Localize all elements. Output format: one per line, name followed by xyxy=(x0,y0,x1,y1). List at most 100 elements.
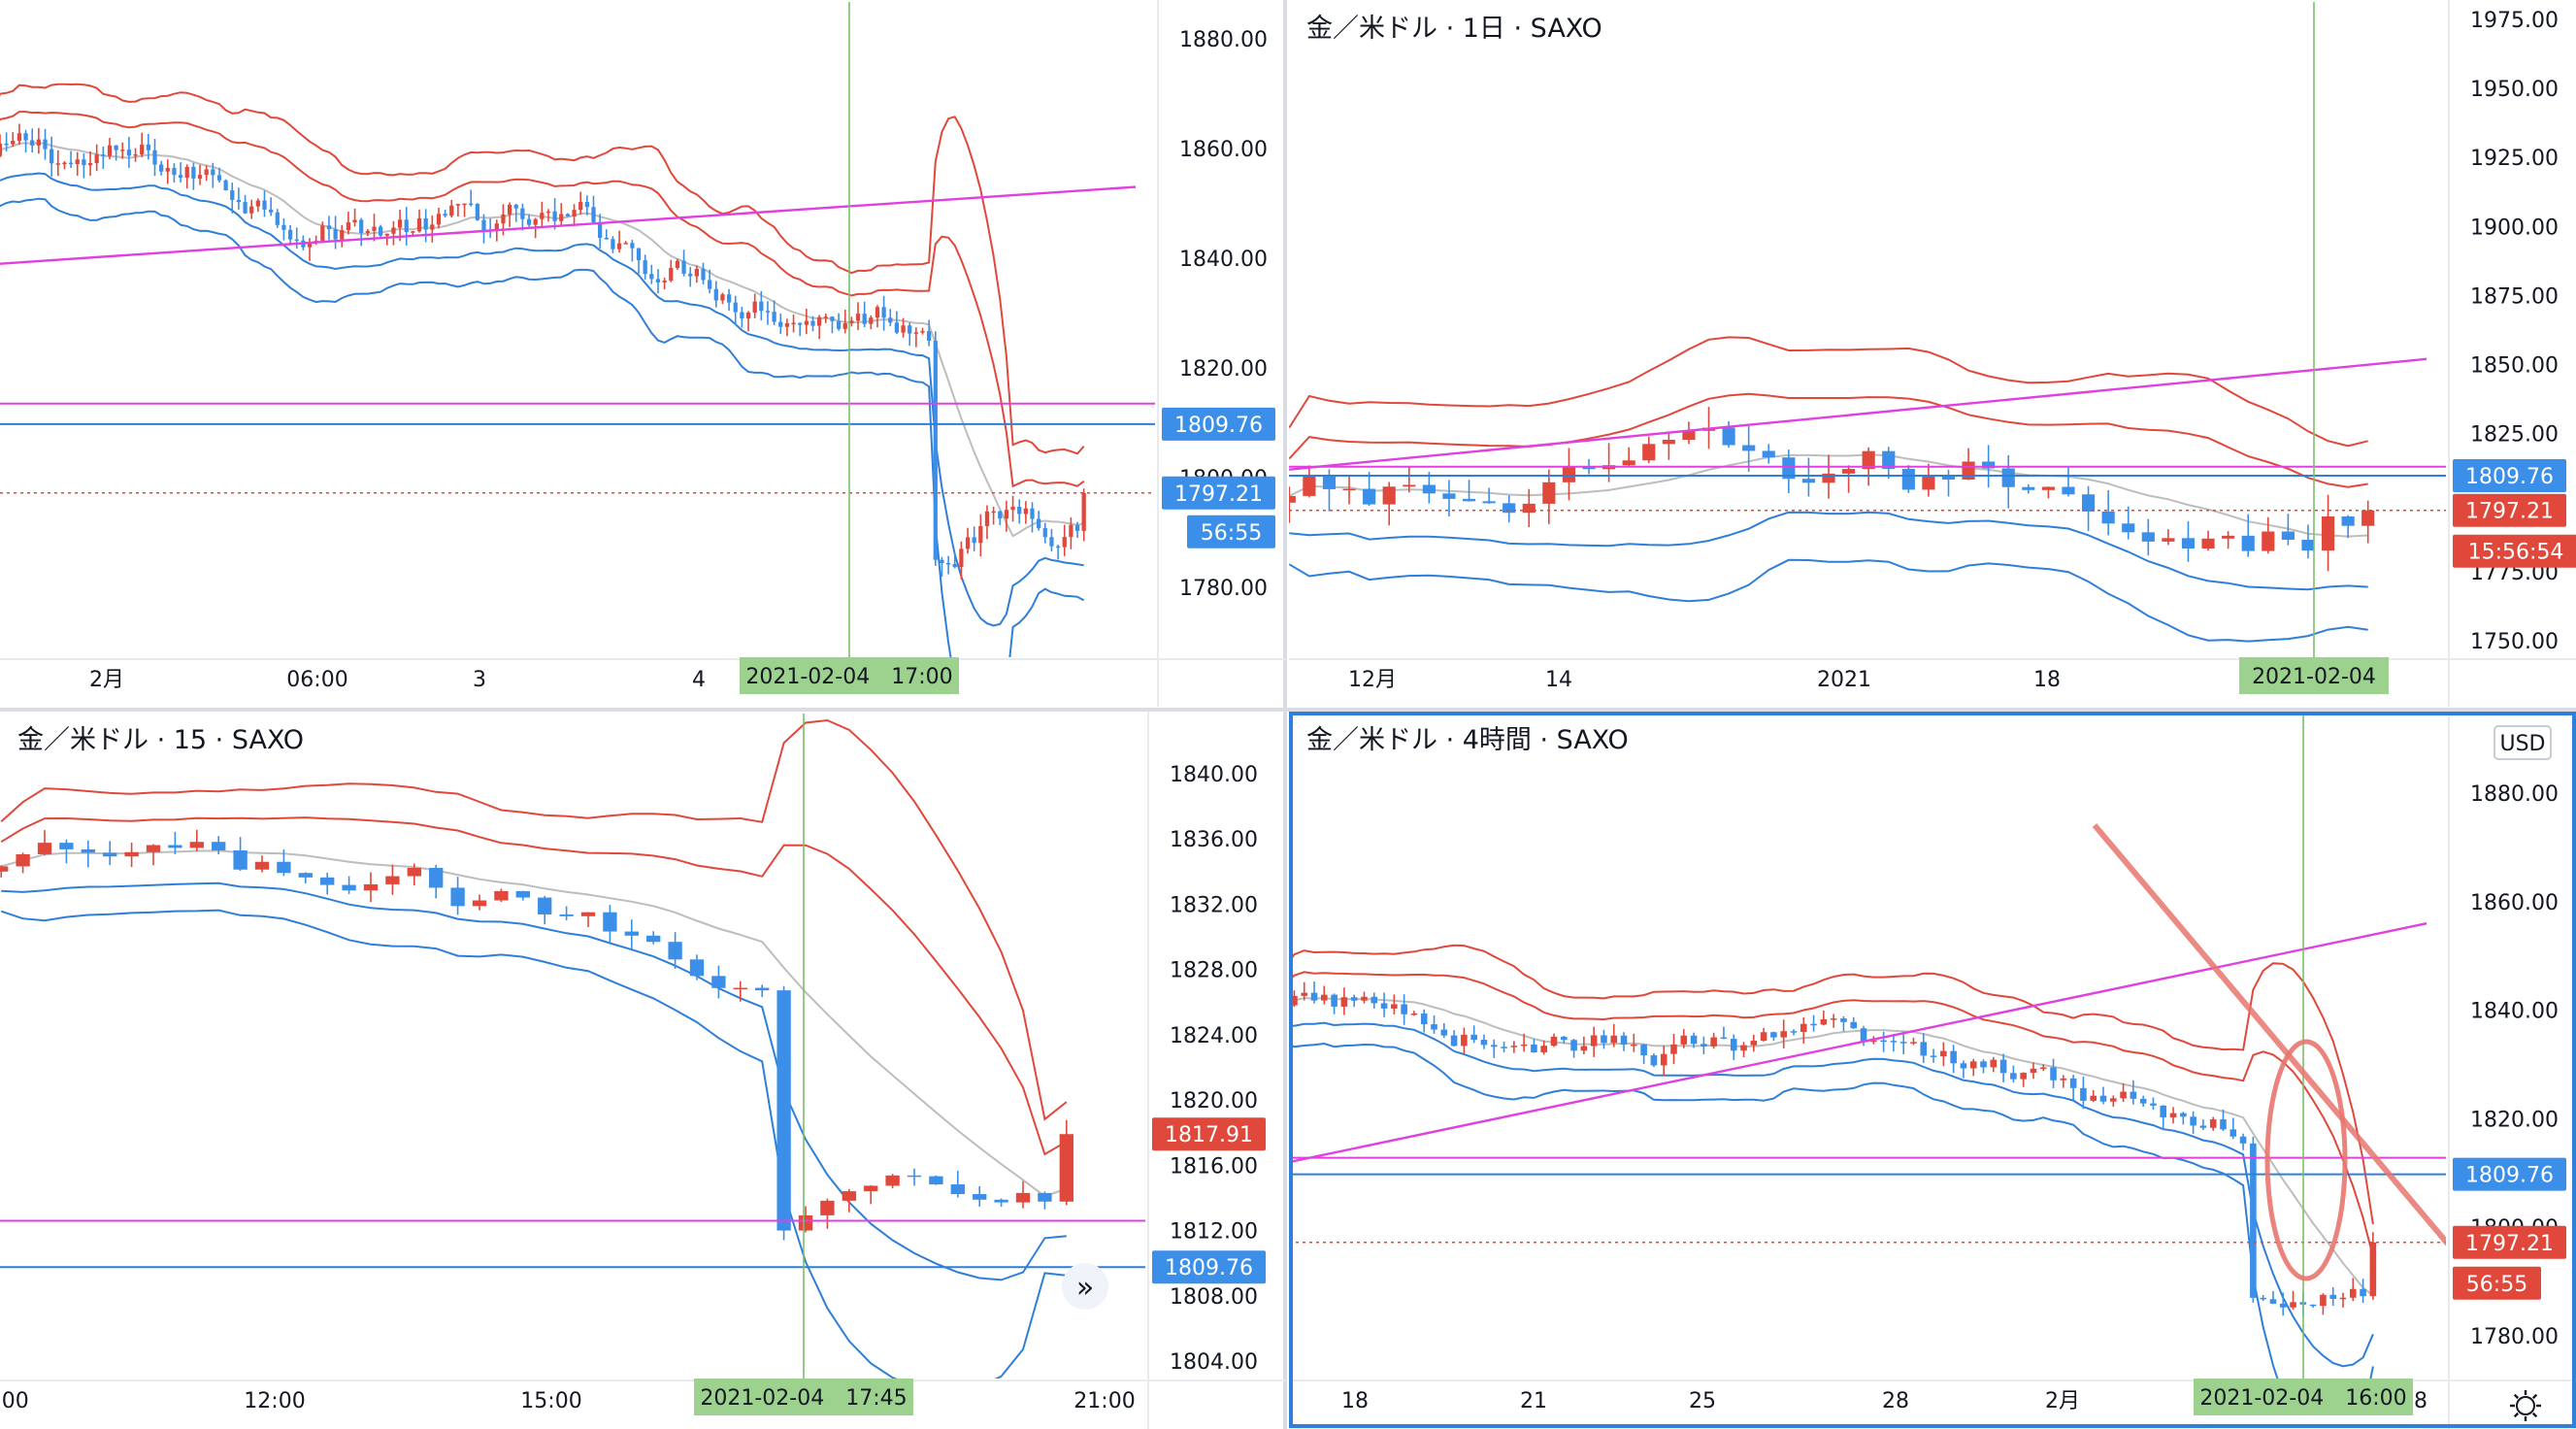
candle-body xyxy=(694,268,699,277)
candle-body xyxy=(646,935,661,943)
candle-body xyxy=(842,1191,856,1201)
candle-body xyxy=(929,1176,943,1185)
time-tick-label: 4 xyxy=(692,668,706,692)
candle-body xyxy=(1941,475,1956,480)
candle-body xyxy=(681,260,686,274)
candle-body xyxy=(2220,1119,2227,1130)
candle-body xyxy=(950,1184,965,1195)
candle-body xyxy=(862,314,867,324)
candle-body xyxy=(713,288,718,301)
band-middle xyxy=(0,142,1084,538)
candle-body xyxy=(101,154,106,156)
candle-body xyxy=(94,154,99,163)
candle-body xyxy=(1580,1046,1588,1051)
time-tick-label: 14 xyxy=(1545,668,1572,692)
candle-body xyxy=(1322,476,1337,489)
active-pane-frame xyxy=(1289,712,2576,1428)
chart-pane-bl[interactable]: 1840.00 1836.00 1832.00 1828.00 1824.00 1820.… xyxy=(0,712,1285,1429)
price-tick-label: 1860.00 xyxy=(2470,891,2559,915)
band-lower-1 xyxy=(1289,511,2368,591)
candle-body xyxy=(50,149,54,164)
chart-pane-tl[interactable]: 1880.001860.001840.001820.001800.001780.… xyxy=(0,0,1285,745)
candle-body xyxy=(391,227,396,234)
chart-pane-tr[interactable]: 1975.00 1950.00 1925.00 1900.00 1875.00 1850.… xyxy=(1283,0,2576,707)
candle-body xyxy=(494,890,509,901)
candle-body xyxy=(708,280,712,289)
candle-body xyxy=(2060,1078,2067,1080)
gear-tooth xyxy=(2513,1393,2520,1400)
price-tick-label: 1816.00 xyxy=(1170,1154,1258,1179)
crosshair-date-label: 2021-02-04 17:00 xyxy=(745,665,952,689)
candle-body xyxy=(920,331,925,333)
candle-body xyxy=(533,218,538,225)
candle-body xyxy=(598,221,603,239)
time-tick-label: 21:00 xyxy=(1073,1389,1135,1413)
candle-body xyxy=(2209,1119,2217,1128)
price-tick-label: 1880.00 xyxy=(2470,782,2559,807)
candle-body xyxy=(559,914,574,916)
candle-body xyxy=(1750,1041,1758,1046)
band-lower-2 xyxy=(1289,558,2368,643)
price-tag-1 xyxy=(1152,1117,1266,1151)
band-lower-2 xyxy=(1289,1042,2374,1379)
candle-body xyxy=(733,987,747,990)
price-tag-label: 56:55 xyxy=(2466,1273,2527,1297)
candle-body xyxy=(881,307,886,318)
candle-body xyxy=(436,214,442,225)
scroll-to-realtime-button[interactable] xyxy=(1062,1263,1108,1310)
candle-body xyxy=(1680,1035,1688,1045)
plot-area[interactable] xyxy=(1281,712,2504,1429)
candle-body xyxy=(842,322,847,329)
candle-body xyxy=(1049,537,1054,547)
plot-area[interactable] xyxy=(0,712,1145,1390)
candle-body xyxy=(1461,1034,1468,1047)
time-tick-label: 18 xyxy=(2033,668,2061,692)
currency-button[interactable] xyxy=(2493,725,2552,760)
candle-body xyxy=(449,205,454,216)
candle-body xyxy=(740,312,744,319)
candle-body xyxy=(2229,1129,2237,1137)
chart-pane-br[interactable]: 1880.001860.001840.001820.001800.001780.… xyxy=(1281,712,2576,1429)
candle-body xyxy=(869,317,874,324)
candle-body xyxy=(984,511,990,526)
candle-body xyxy=(578,202,583,211)
candle-body xyxy=(1882,450,1896,469)
candle-body xyxy=(552,211,557,221)
candle-body xyxy=(1969,1061,1977,1069)
band-lower-2 xyxy=(0,909,1067,1379)
candle-body xyxy=(864,1185,878,1192)
candle-body xyxy=(2022,486,2035,490)
candle-body xyxy=(379,226,383,236)
candle-body xyxy=(1380,1003,1388,1009)
candle-body xyxy=(172,167,177,176)
time-tick-label: 2021 xyxy=(1817,668,1871,692)
candle-body xyxy=(1490,1045,1498,1047)
price-tick-label: 1860.00 xyxy=(1179,138,1268,162)
candle-body xyxy=(623,243,628,245)
chart-title: 金／米ドル · 15 · SAXO xyxy=(17,725,304,755)
plot-area[interactable] xyxy=(1283,0,2446,659)
candle-body xyxy=(649,274,654,280)
candle-body xyxy=(1860,1028,1867,1042)
settings-icon[interactable] xyxy=(2510,1390,2541,1421)
candle-body xyxy=(1800,1023,1807,1032)
candle-body xyxy=(726,294,732,303)
candle-body xyxy=(745,312,751,319)
candle-body xyxy=(701,268,706,281)
candle-body xyxy=(933,340,938,560)
candle-body xyxy=(894,322,900,333)
candle-body xyxy=(178,175,183,179)
candle-body xyxy=(1601,1035,1607,1044)
candle-body xyxy=(1742,445,1756,451)
candle-body xyxy=(4,143,9,146)
candle-body xyxy=(1990,1059,1998,1068)
candle-body xyxy=(1910,1042,1917,1044)
plot-area[interactable] xyxy=(0,0,1155,745)
price-tag-1 xyxy=(2453,1157,2566,1191)
candle-body xyxy=(1920,1042,1928,1056)
crosshair-date-label: 2021-02-04 16:00 xyxy=(2199,1386,2406,1411)
candle-body xyxy=(927,331,932,341)
candle-body xyxy=(211,169,215,176)
band-lower-2 xyxy=(0,197,1085,657)
